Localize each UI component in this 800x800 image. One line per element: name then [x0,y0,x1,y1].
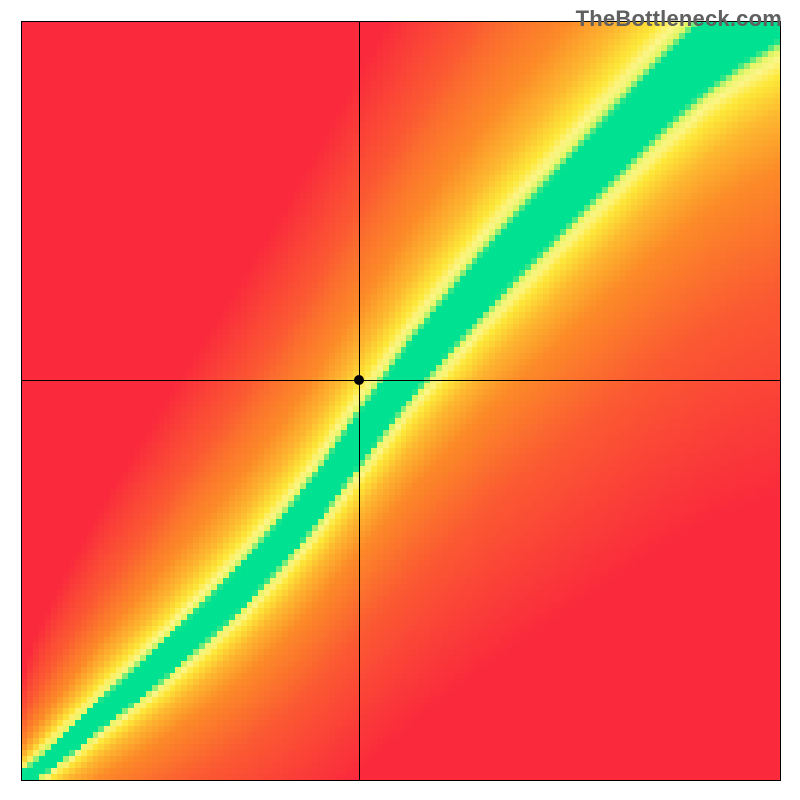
crosshair-vertical [359,22,360,780]
heatmap-canvas [22,22,780,780]
watermark-text: TheBottleneck.com [576,6,782,32]
crosshair-marker[interactable] [354,375,364,385]
chart-container: TheBottleneck.com [0,0,800,800]
plot-area[interactable] [21,21,781,781]
crosshair-horizontal [22,380,780,381]
